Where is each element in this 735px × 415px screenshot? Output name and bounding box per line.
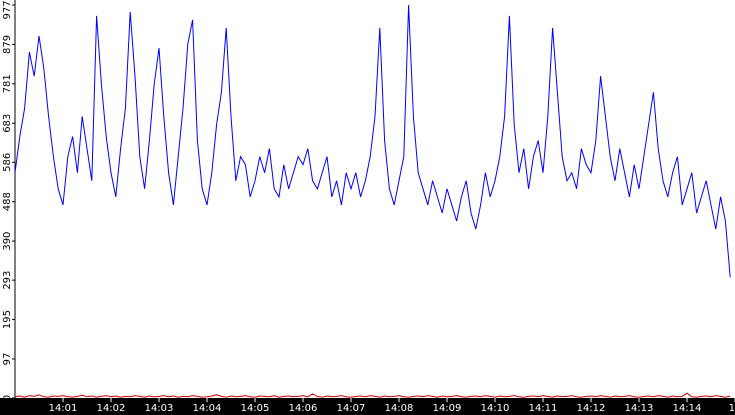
x-tick-label: 14 <box>729 403 735 414</box>
y-tick-label: 683 <box>2 114 13 133</box>
x-tick-label: 14:02 <box>97 403 126 414</box>
series-line <box>14 4 731 278</box>
y-tick-label: 781 <box>2 74 13 93</box>
x-tick-label: 14:09 <box>433 403 462 414</box>
x-tick-label: 14:01 <box>49 403 78 414</box>
x-tick-label: 14:11 <box>529 403 558 414</box>
x-tick-label: 14:14 <box>673 403 702 414</box>
series-line <box>14 392 731 398</box>
x-tick-label: 14:04 <box>193 403 222 414</box>
x-tick-label: 14:13 <box>625 403 654 414</box>
y-tick-label: 879 <box>2 35 13 54</box>
y-tick-label: 390 <box>2 232 13 251</box>
x-axis-band <box>0 398 735 415</box>
y-tick-label: 195 <box>2 310 13 329</box>
y-tick-label: 977 <box>2 0 13 19</box>
x-tick-label: 14:12 <box>577 403 606 414</box>
y-tick-label: 0 <box>2 395 13 401</box>
y-tick-label: 97 <box>2 353 13 366</box>
y-tick-label: 293 <box>2 271 13 290</box>
y-tick-label: 586 <box>2 153 13 172</box>
x-tick-label: 14:10 <box>481 403 510 414</box>
x-tick-label: 14:05 <box>241 403 270 414</box>
x-tick-label: 14:03 <box>145 403 174 414</box>
x-tick-label: 14:06 <box>289 403 318 414</box>
x-tick-label: 14:08 <box>385 403 414 414</box>
x-tick-label: 14:07 <box>337 403 366 414</box>
y-tick-label: 488 <box>2 192 13 211</box>
